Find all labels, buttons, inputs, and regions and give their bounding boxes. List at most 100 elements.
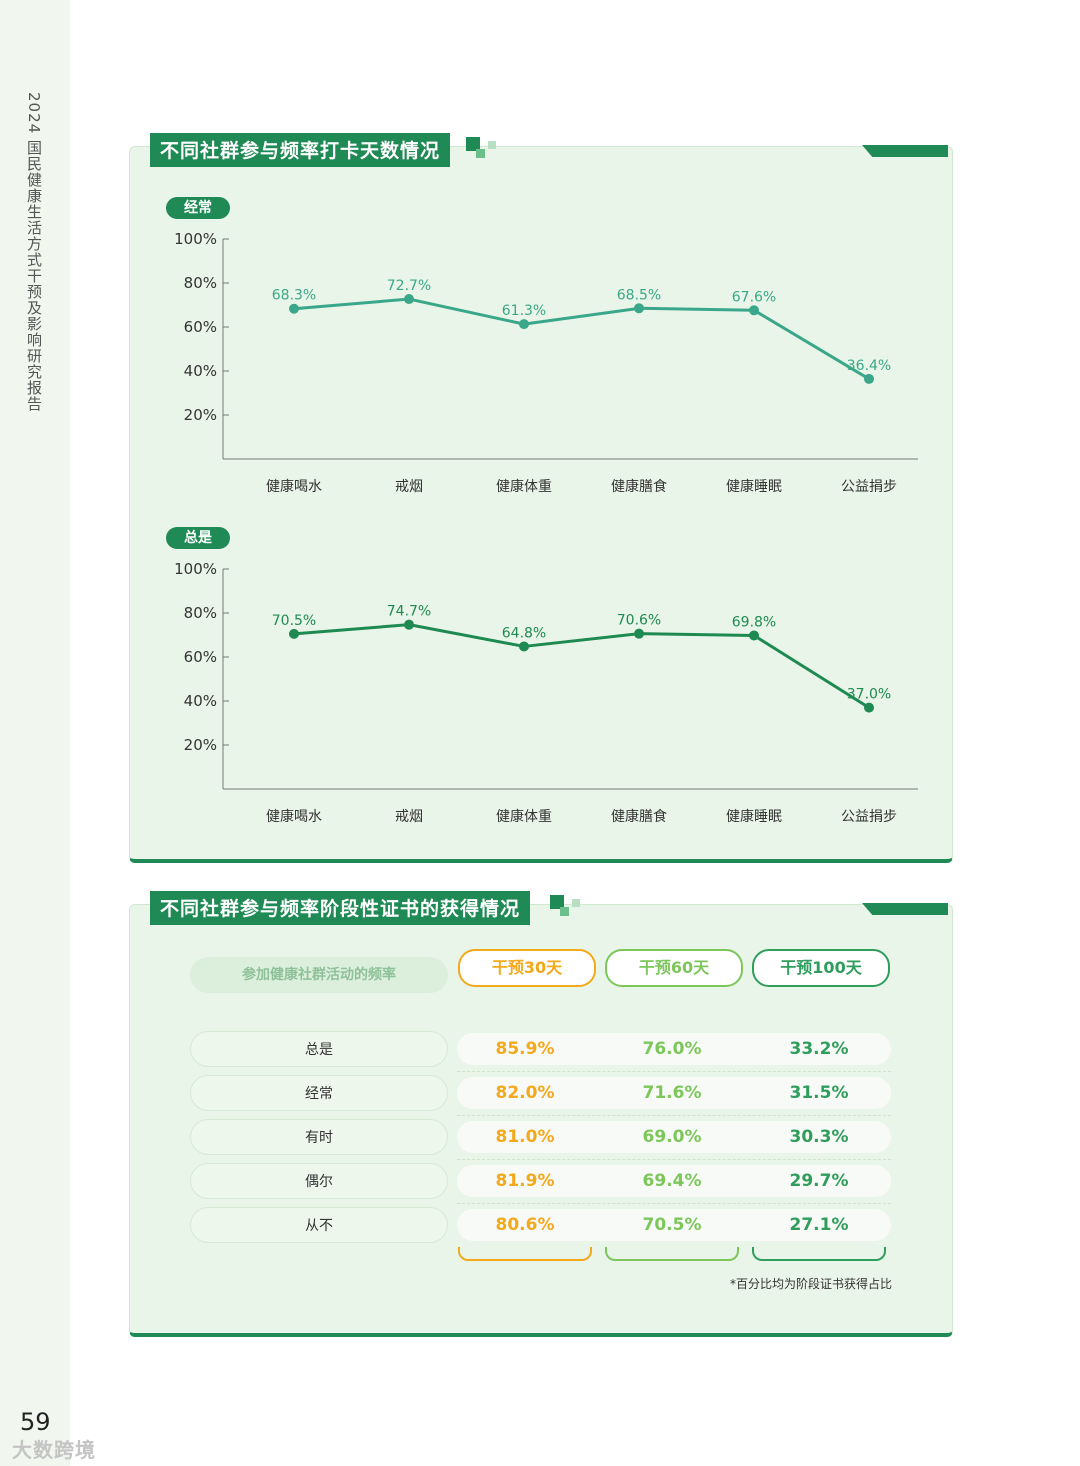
- y-tick-label: 100%: [174, 560, 217, 578]
- cell-30: 80.6%: [495, 1215, 555, 1235]
- data-label: 68.5%: [617, 287, 661, 303]
- data-label: 70.5%: [272, 613, 316, 629]
- data-label: 64.8%: [502, 625, 546, 641]
- row-label: 有时: [190, 1119, 448, 1155]
- x-tick-label: 健康体重: [496, 808, 552, 825]
- data-label: 67.6%: [732, 289, 776, 305]
- data-point: [404, 294, 414, 305]
- x-tick-label: 戒烟: [395, 479, 423, 495]
- panel-corner-accent: [862, 145, 948, 157]
- cell-60: 71.6%: [642, 1083, 702, 1103]
- cell-100: 31.5%: [789, 1083, 849, 1103]
- cell-100: 30.3%: [789, 1127, 849, 1147]
- data-point: [749, 630, 759, 641]
- column-bracket-30: [458, 1247, 592, 1261]
- cell-30: 82.0%: [495, 1083, 555, 1103]
- data-point: [519, 641, 529, 652]
- row-band: [457, 1165, 891, 1197]
- title-decoration: [466, 137, 480, 151]
- row-divider: [457, 1115, 891, 1116]
- data-label: 72.7%: [387, 278, 431, 294]
- y-tick-label: 40%: [184, 692, 217, 710]
- x-tick-label: 健康喝水: [266, 808, 322, 825]
- table-panel-title: 不同社群参与频率阶段性证书的获得情况: [150, 891, 531, 925]
- cell-100: 29.7%: [789, 1171, 849, 1191]
- data-point: [289, 303, 299, 314]
- y-tick-label: 60%: [184, 318, 217, 336]
- chart-panel: 不同社群参与频率打卡天数情况 经常 总是 100% 80% 60% 40% 20% 健康喝…: [129, 133, 953, 863]
- row-divider: [457, 1203, 891, 1204]
- cell-30: 81.9%: [495, 1171, 555, 1191]
- row-band: [457, 1033, 891, 1065]
- data-point: [864, 373, 874, 384]
- column-header-30: 干预30天: [458, 949, 596, 987]
- side-strip: 2024 国民健康生活方式干预及影响研究报告 59: [0, 0, 70, 1466]
- row-band: [457, 1121, 891, 1153]
- series-label-always: 总是: [166, 527, 230, 549]
- data-label: 69.8%: [732, 614, 776, 630]
- data-point: [634, 303, 644, 314]
- data-label: 36.4%: [847, 358, 891, 374]
- y-tick-label: 40%: [184, 362, 217, 380]
- y-tick-label: 100%: [174, 230, 217, 248]
- cell-60: 76.0%: [642, 1039, 702, 1059]
- x-tick-label: 健康睡眠: [726, 478, 782, 495]
- data-point: [634, 628, 644, 639]
- x-tick-label: 健康睡眠: [726, 808, 782, 825]
- x-tick-label: 健康膳食: [611, 808, 667, 825]
- row-band: [457, 1077, 891, 1109]
- row-label: 偶尔: [190, 1163, 448, 1199]
- x-tick-label: 健康体重: [496, 478, 552, 495]
- series-label-often: 经常: [166, 197, 230, 219]
- data-point: [404, 619, 414, 630]
- row-label: 总是: [190, 1031, 448, 1067]
- title-decoration: [488, 141, 496, 149]
- series-line: [293, 623, 870, 709]
- data-label: 74.7%: [387, 604, 431, 620]
- y-tick-label: 60%: [184, 648, 217, 666]
- line-charts: 100%80%60%40%20%健康喝水 戒烟 健康体重 健康膳食 健康睡眠 公益捐步68…: [174, 230, 918, 825]
- row-divider: [457, 1159, 891, 1160]
- watermark: 大数跨境: [12, 1438, 96, 1462]
- data-label: 61.3%: [502, 303, 546, 319]
- x-tick-label: 健康喝水: [266, 478, 322, 495]
- y-tick-label: 80%: [184, 274, 217, 292]
- data-point: [864, 702, 874, 713]
- data-point: [519, 319, 529, 330]
- cell-60: 69.4%: [642, 1171, 702, 1191]
- row-label: 经常: [190, 1075, 448, 1111]
- table-panel: 不同社群参与频率阶段性证书的获得情况 参加健康社群活动的频率 干预30天 干预6…: [129, 891, 953, 1337]
- panel-corner-accent: [862, 903, 948, 915]
- cell-60: 69.0%: [642, 1127, 702, 1147]
- title-decoration: [560, 907, 569, 916]
- x-tick-label: 公益捐步: [841, 479, 897, 495]
- series-line: [293, 297, 870, 381]
- title-decoration: [476, 149, 485, 158]
- data-point: [749, 305, 759, 316]
- column-bracket-60: [605, 1247, 739, 1261]
- column-header-100: 干预100天: [752, 949, 890, 987]
- row-divider: [457, 1071, 891, 1072]
- x-tick-label: 戒烟: [395, 809, 423, 825]
- chart-panel-title: 不同社群参与频率打卡天数情况: [150, 133, 451, 167]
- title-decoration: [572, 899, 580, 907]
- title-decoration: [550, 895, 564, 909]
- x-tick-label: 公益捐步: [841, 809, 897, 825]
- cell-100: 33.2%: [789, 1039, 849, 1059]
- data-label: 70.6%: [617, 613, 661, 629]
- cell-60: 70.5%: [642, 1215, 702, 1235]
- table-footnote: *百分比均为阶段证书获得占比: [729, 1277, 892, 1291]
- report-side-title: 2024 国民健康生活方式干预及影响研究报告: [25, 92, 43, 412]
- y-tick-label: 20%: [184, 406, 217, 424]
- y-tick-label: 80%: [184, 604, 217, 622]
- column-bracket-100: [752, 1247, 886, 1261]
- cell-30: 81.0%: [495, 1127, 555, 1147]
- row-band: [457, 1209, 891, 1241]
- y-tick-label: 20%: [184, 736, 217, 754]
- row-header: 参加健康社群活动的频率: [190, 957, 448, 993]
- data-label: 68.3%: [272, 288, 316, 304]
- cell-100: 27.1%: [789, 1215, 849, 1235]
- page-number: 59: [20, 1408, 51, 1436]
- column-header-60: 干预60天: [605, 949, 743, 987]
- data-point: [289, 628, 299, 639]
